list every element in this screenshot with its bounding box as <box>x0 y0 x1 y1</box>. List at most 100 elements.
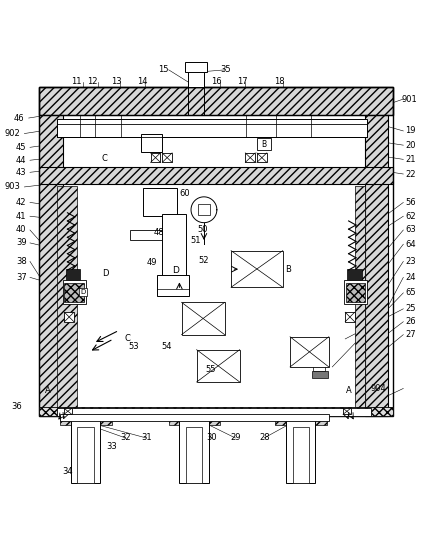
Text: 13: 13 <box>111 77 121 86</box>
Text: 45: 45 <box>16 143 27 152</box>
Text: 60: 60 <box>180 189 191 199</box>
Bar <box>179 416 209 483</box>
Text: 902: 902 <box>5 129 21 138</box>
Bar <box>313 362 325 371</box>
Bar <box>186 427 202 483</box>
Bar <box>39 87 393 115</box>
Bar <box>39 407 393 416</box>
Bar <box>156 275 189 296</box>
Text: 63: 63 <box>405 226 416 234</box>
Text: 50: 50 <box>197 226 207 234</box>
Bar <box>141 134 162 152</box>
Text: 64: 64 <box>405 239 416 249</box>
Text: 903: 903 <box>5 182 21 191</box>
Bar <box>355 186 365 416</box>
Text: 23: 23 <box>405 257 416 266</box>
Text: 30: 30 <box>206 434 217 442</box>
Bar <box>257 138 271 150</box>
Text: C: C <box>101 154 107 163</box>
Text: 15: 15 <box>158 65 169 74</box>
Bar <box>286 416 315 483</box>
Text: 18: 18 <box>274 77 285 86</box>
Text: D: D <box>102 269 108 278</box>
Bar <box>57 408 371 416</box>
Text: 14: 14 <box>137 77 147 86</box>
Text: 55: 55 <box>206 364 216 374</box>
Bar <box>343 408 351 414</box>
Bar <box>344 279 367 305</box>
Text: 33: 33 <box>106 442 117 451</box>
Text: 46: 46 <box>13 113 24 123</box>
Text: 26: 26 <box>405 317 416 326</box>
Text: 27: 27 <box>405 330 416 339</box>
Bar <box>64 312 74 322</box>
Text: B: B <box>262 140 267 149</box>
Text: 36: 36 <box>12 402 22 411</box>
Bar <box>77 427 94 483</box>
Text: 40: 40 <box>16 226 27 234</box>
Bar <box>197 349 240 382</box>
Bar <box>57 186 77 416</box>
Text: 49: 49 <box>147 258 158 267</box>
Bar <box>231 251 283 287</box>
Text: 42: 42 <box>16 198 27 207</box>
Text: A: A <box>45 386 51 395</box>
Bar <box>290 337 329 367</box>
Bar <box>292 427 309 483</box>
Text: 24: 24 <box>405 273 416 282</box>
Text: 35: 35 <box>220 65 231 74</box>
Text: D: D <box>80 289 86 295</box>
Text: 19: 19 <box>405 127 416 135</box>
Text: 54: 54 <box>161 342 172 351</box>
Bar <box>162 214 186 279</box>
Bar <box>276 416 327 425</box>
Text: 32: 32 <box>120 434 131 442</box>
Text: 21: 21 <box>405 155 416 164</box>
Text: 11: 11 <box>71 77 81 86</box>
Text: 16: 16 <box>212 77 222 86</box>
Text: 29: 29 <box>230 434 241 442</box>
Bar <box>64 283 84 302</box>
Text: 17: 17 <box>238 77 248 86</box>
Bar <box>365 115 388 416</box>
Bar <box>60 414 329 421</box>
Bar <box>185 62 207 72</box>
Text: 20: 20 <box>405 140 416 150</box>
Text: 51: 51 <box>190 236 200 246</box>
Text: 65: 65 <box>405 288 416 298</box>
Bar <box>347 269 362 279</box>
Text: 34: 34 <box>62 467 73 476</box>
Bar <box>57 119 367 137</box>
Text: 53: 53 <box>129 342 140 351</box>
Bar <box>143 188 177 216</box>
Bar <box>39 115 63 416</box>
Bar <box>39 87 393 416</box>
Text: 904: 904 <box>371 384 387 393</box>
Text: B: B <box>286 265 291 274</box>
Bar <box>181 302 225 335</box>
Text: 31: 31 <box>141 434 152 442</box>
Bar <box>60 416 112 425</box>
Bar <box>66 269 80 279</box>
Text: 44: 44 <box>16 156 27 165</box>
Bar <box>64 408 72 414</box>
Text: 41: 41 <box>16 212 27 221</box>
Text: 56: 56 <box>405 198 416 207</box>
Text: 38: 38 <box>16 257 27 266</box>
Text: 22: 22 <box>405 170 416 179</box>
Text: 39: 39 <box>16 238 27 247</box>
Bar <box>39 87 393 115</box>
Bar <box>198 204 210 215</box>
Bar <box>188 70 204 87</box>
Text: D: D <box>172 267 178 275</box>
Bar <box>257 153 267 163</box>
Text: 52: 52 <box>199 255 209 265</box>
Bar <box>311 371 328 378</box>
Text: 43: 43 <box>16 168 27 177</box>
Bar <box>130 231 179 240</box>
Text: 28: 28 <box>259 434 270 442</box>
Text: 12: 12 <box>87 77 98 86</box>
Bar <box>79 288 87 296</box>
Bar <box>345 312 355 322</box>
Text: 901: 901 <box>401 95 417 103</box>
